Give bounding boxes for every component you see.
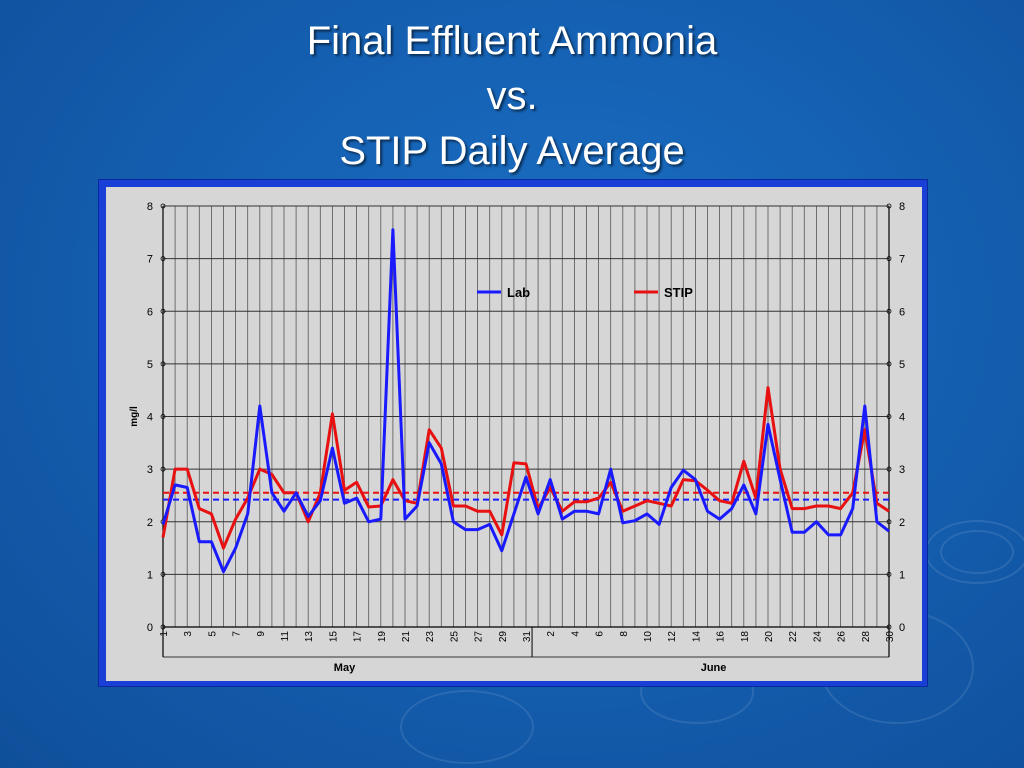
x-tick-label: 24 bbox=[812, 631, 823, 643]
y-tick-label-left: 0 bbox=[147, 622, 153, 634]
ripple-decoration bbox=[400, 690, 534, 764]
y-tick-label-left: 7 bbox=[147, 254, 153, 266]
y-tick-label-right: 8 bbox=[899, 201, 905, 213]
x-group-label-june: June bbox=[701, 662, 727, 674]
series-line-stip bbox=[161, 386, 890, 550]
y-tick-label-left: 2 bbox=[147, 517, 153, 529]
x-tick-label: 30 bbox=[885, 631, 896, 643]
x-tick-label: 25 bbox=[449, 631, 460, 643]
x-tick-label: 9 bbox=[256, 631, 267, 637]
x-tick-label: 3 bbox=[183, 631, 194, 637]
x-tick-label: 15 bbox=[328, 631, 339, 643]
y-tick-label-right: 4 bbox=[899, 412, 905, 424]
slide-title-line: STIP Daily Average bbox=[339, 129, 685, 173]
y-tick-label-right: 3 bbox=[899, 464, 905, 476]
y-tick-label-left: 3 bbox=[147, 464, 153, 476]
y-tick-label-right: 0 bbox=[899, 622, 905, 634]
x-tick-label: 11 bbox=[280, 631, 291, 642]
y-tick-label-left: 1 bbox=[147, 569, 153, 581]
x-tick-label: 21 bbox=[401, 631, 412, 643]
x-tick-label: 4 bbox=[570, 631, 581, 637]
slide-title: Final Effluent Ammonia vs. STIP Daily Av… bbox=[0, 14, 1024, 179]
x-tick-label: 10 bbox=[643, 631, 654, 643]
x-tick-label: 28 bbox=[861, 631, 872, 643]
x-tick-label: 27 bbox=[474, 631, 485, 643]
y-axis-title: mg/l bbox=[129, 406, 140, 427]
y-tick-label-left: 8 bbox=[147, 201, 153, 213]
x-tick-label: 23 bbox=[425, 631, 436, 643]
x-tick-label: 5 bbox=[207, 631, 218, 637]
x-tick-label: 19 bbox=[377, 631, 388, 643]
y-tick-label-right: 2 bbox=[899, 517, 905, 529]
y-tick-label-left: 5 bbox=[147, 359, 153, 371]
y-tick-label-right: 6 bbox=[899, 306, 905, 318]
x-tick-label: 1 bbox=[159, 631, 170, 637]
x-tick-label: 29 bbox=[498, 631, 509, 643]
legend-label-lab: Lab bbox=[507, 285, 530, 300]
series-line-lab bbox=[161, 228, 890, 574]
x-tick-label: 12 bbox=[667, 631, 678, 643]
x-tick-label: 13 bbox=[304, 631, 315, 643]
chart-frame: 0 0 1 1 2 2 3 3 4 4 5 5 6 6 7 7 8 8 mg/l 1 3 5 7 9 11 13 15 17 19 21 2… bbox=[98, 179, 928, 687]
y-tick-label-right: 1 bbox=[899, 569, 905, 581]
y-tick-label-right: 5 bbox=[899, 359, 905, 371]
y-tick-label-left: 6 bbox=[147, 306, 153, 318]
x-tick-label: 17 bbox=[353, 631, 364, 643]
x-tick-label: 8 bbox=[619, 631, 630, 637]
x-tick-label: 6 bbox=[595, 631, 606, 637]
x-tick-label: 2 bbox=[546, 631, 557, 637]
x-tick-label: 16 bbox=[716, 631, 727, 643]
slide-title-line: vs. bbox=[486, 74, 538, 118]
x-tick-label: 26 bbox=[837, 631, 848, 643]
slide-title-line: Final Effluent Ammonia bbox=[306, 19, 718, 63]
line-chart: 0 01 12 23 34 45 56 67 78 8mg/l1 3 5 7 9 11 13 15 17 19 21 2… bbox=[106, 187, 922, 681]
x-group-label-may: May bbox=[334, 662, 356, 674]
y-tick-label-right: 7 bbox=[899, 254, 905, 266]
y-tick-label-left: 4 bbox=[147, 412, 153, 424]
x-tick-label: 18 bbox=[740, 631, 751, 643]
legend-label-stip: STIP bbox=[664, 285, 693, 300]
x-tick-label: 20 bbox=[764, 631, 775, 643]
x-tick-label: 22 bbox=[788, 631, 799, 643]
x-tick-label: 31 bbox=[522, 631, 533, 643]
ripple-decoration bbox=[925, 520, 1024, 584]
x-tick-label: 14 bbox=[691, 631, 702, 643]
x-tick-label: 7 bbox=[232, 631, 243, 637]
